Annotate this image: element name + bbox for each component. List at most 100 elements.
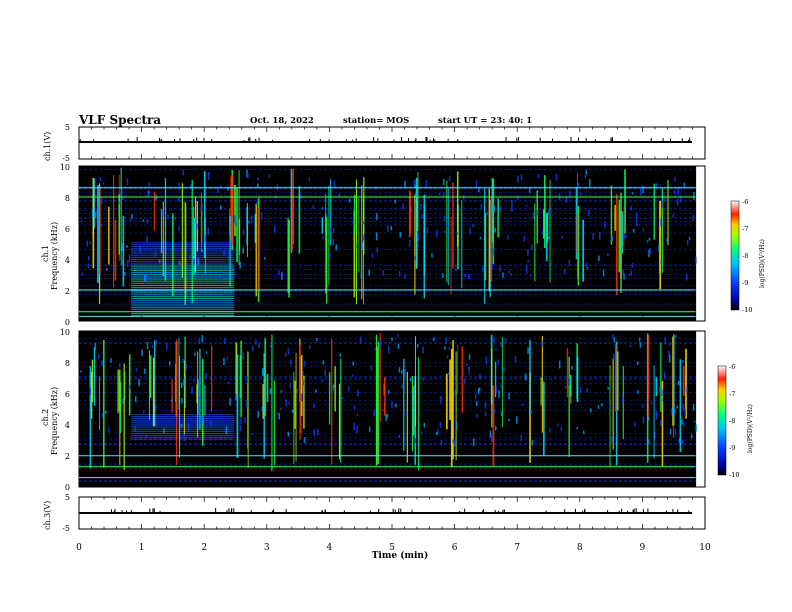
spec-scatter	[118, 363, 121, 367]
spec-scatter	[127, 260, 129, 268]
spec-scatter	[387, 225, 389, 232]
spec-scatter	[178, 183, 181, 191]
spec-scatter	[398, 271, 401, 277]
spec-scatter	[204, 235, 207, 243]
spec-scatter	[639, 189, 642, 196]
spec-scatter	[612, 334, 614, 338]
spec-noise-band	[130, 288, 235, 290]
spec-scatter	[87, 263, 90, 269]
spec-scatter	[398, 434, 401, 439]
spec-scatter	[208, 171, 210, 176]
spec-scatter	[145, 435, 148, 438]
spec-scatter	[352, 361, 354, 366]
spec-scatter	[491, 263, 494, 270]
spec-scatter	[181, 398, 183, 404]
spec-scatter	[105, 410, 107, 414]
spec-scatter	[191, 386, 193, 394]
spec-scatter	[507, 234, 509, 240]
spec-scatter	[445, 337, 447, 344]
spec-scatter	[668, 350, 670, 357]
spec-scatter	[486, 212, 488, 216]
spec-scatter	[587, 266, 589, 270]
spec-scatter	[560, 426, 563, 431]
spec-scatter	[139, 245, 141, 254]
spec-scatter	[338, 193, 340, 197]
spec-scatter	[280, 407, 283, 411]
spec-scatter	[493, 337, 495, 343]
spec-scatter	[420, 203, 422, 210]
spec-scatter	[217, 188, 219, 193]
spec-scatter	[480, 203, 483, 210]
spec-scatter	[129, 218, 132, 222]
spec-scatter	[639, 342, 642, 348]
x-axis-label: Time (min)	[372, 550, 429, 561]
spec-scatter	[134, 396, 137, 403]
spec-noise-band	[130, 303, 235, 305]
spec-scatter	[404, 368, 406, 376]
xtick-label: 5	[389, 543, 395, 553]
spec-scatter	[478, 188, 480, 193]
spec-scatter	[361, 242, 364, 251]
spec-scatter	[370, 365, 373, 371]
spec-scatter	[609, 405, 612, 408]
spec-scatter	[198, 337, 200, 344]
spec-noise-band	[130, 438, 235, 440]
spec-scatter	[499, 266, 501, 272]
spec-scatter	[178, 226, 180, 231]
spec-scatter	[658, 244, 660, 253]
spec-scatter	[312, 205, 315, 209]
spec-scatter	[447, 372, 450, 375]
spec-scatter	[278, 269, 280, 275]
spec-scatter	[391, 401, 393, 409]
ch3-waveform-label: ch.3(V)	[43, 501, 52, 530]
ch3-waveform-panel: 5 -5 ch.3(V)	[43, 493, 706, 533]
spec-scatter	[205, 372, 207, 379]
spec-scatter	[220, 184, 222, 187]
spec-scatter	[252, 346, 254, 352]
spec-scatter	[433, 336, 436, 340]
spec-scatter	[500, 385, 502, 388]
spec-scatter	[255, 339, 257, 345]
spec-scatter	[500, 411, 503, 416]
ch1-y-ticks: 10 8 6 4 2 0	[60, 163, 70, 327]
ch1-ytick: 10	[60, 163, 70, 172]
spec-scatter	[143, 368, 146, 374]
spec-scatter	[576, 427, 579, 430]
ch2-cb-tick: -10	[729, 471, 739, 479]
spec-scatter	[671, 407, 674, 416]
xtick-label: 6	[452, 543, 458, 553]
spec-scatter	[632, 228, 635, 233]
spec-scatter	[356, 426, 358, 434]
spec-scatter	[183, 378, 185, 386]
spec-scatter	[94, 343, 96, 351]
spec-scatter	[148, 182, 151, 187]
spec-scatter	[662, 398, 664, 402]
spec-scatter	[642, 404, 644, 408]
spec-scatter	[660, 218, 662, 227]
ch1-waveform-panel: 5 -5 ch.1(V)	[43, 123, 706, 163]
spec-scatter	[285, 399, 287, 407]
spec-scatter	[302, 371, 304, 376]
spec-scatter	[577, 183, 580, 189]
spec-scatter	[146, 235, 148, 244]
spec-scatter	[624, 235, 626, 239]
spec-scatter	[661, 266, 663, 270]
spec-scatter	[516, 416, 518, 424]
spec-scatter	[472, 438, 475, 447]
ch1-tick-bottom: -5	[62, 154, 70, 163]
spec-scatter	[257, 410, 259, 418]
spec-scatter	[677, 381, 680, 386]
ch2-cb-tick: -9	[729, 444, 735, 452]
spec-scatter	[131, 214, 133, 219]
spec-scatter	[564, 386, 567, 389]
spec-scatter	[155, 405, 157, 411]
spec-scatter	[167, 214, 169, 220]
spec-scatter	[360, 270, 363, 279]
x-tick-marks	[78, 127, 706, 529]
spec-scatter	[510, 272, 512, 276]
spec-scatter	[289, 359, 292, 365]
spec-scatter	[169, 272, 171, 279]
spec-scatter	[655, 411, 658, 420]
spec-scatter	[163, 271, 166, 278]
spec-scatter	[683, 421, 685, 427]
